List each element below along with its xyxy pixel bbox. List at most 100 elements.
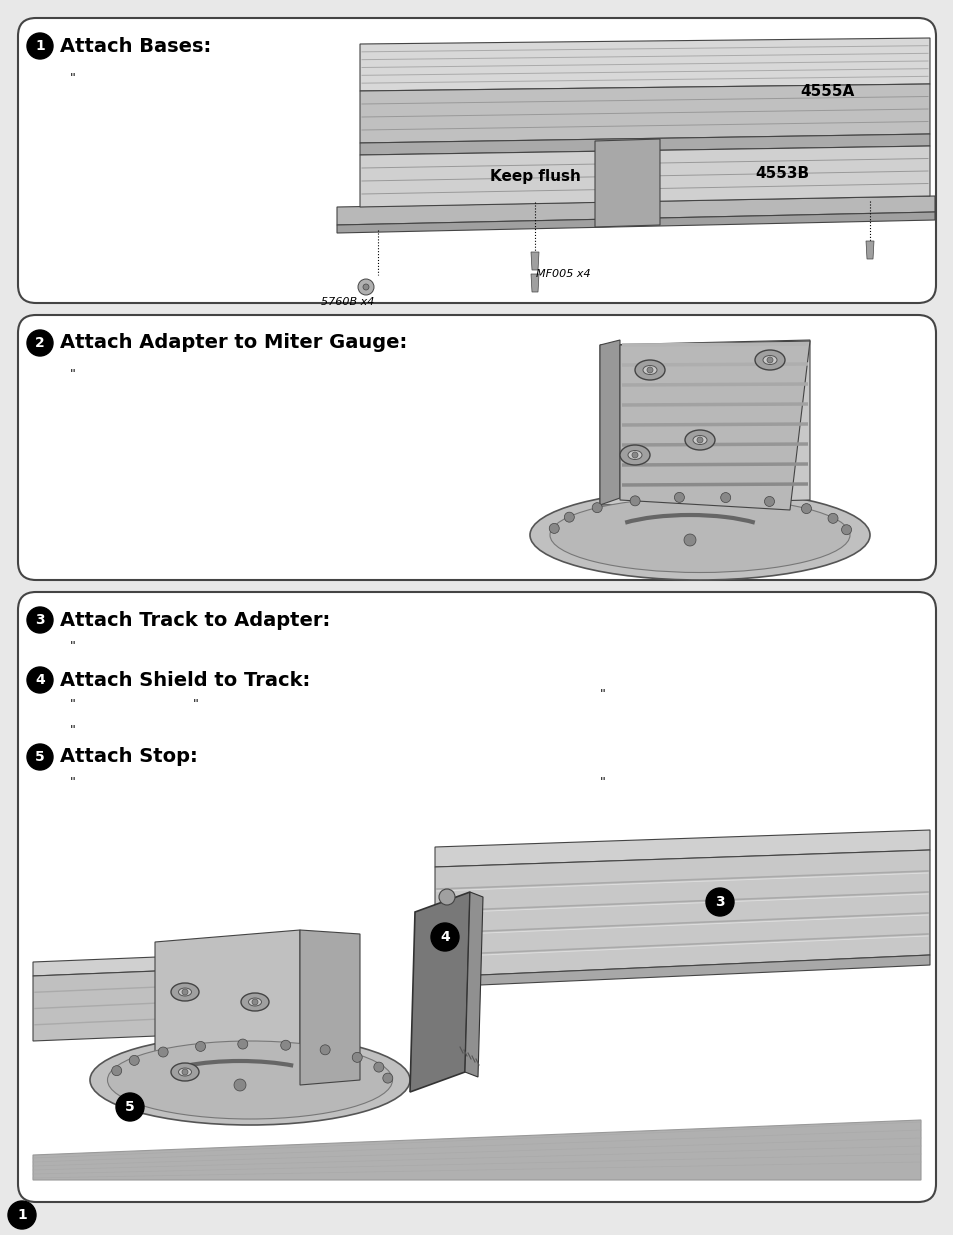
Ellipse shape [171,1063,199,1081]
Text: Keep flush: Keep flush [490,169,580,184]
Polygon shape [599,340,619,505]
Text: 5: 5 [35,750,45,764]
Text: ": " [193,699,198,711]
Text: ": " [70,72,76,84]
Ellipse shape [627,451,641,459]
Text: 5760B x4: 5760B x4 [321,296,375,308]
Text: ": " [70,699,76,711]
Polygon shape [435,830,929,867]
Polygon shape [359,38,929,91]
Text: Attach Track to Adapter:: Attach Track to Adapter: [60,610,330,630]
Ellipse shape [642,366,657,374]
Circle shape [233,1079,246,1091]
Polygon shape [865,241,873,259]
Text: 4553B: 4553B [754,167,808,182]
Ellipse shape [754,350,784,370]
Polygon shape [336,196,934,225]
Circle shape [129,1056,139,1066]
Circle shape [320,1045,330,1055]
FancyBboxPatch shape [18,592,935,1202]
Circle shape [801,504,811,514]
Text: Attach Adapter to Miter Gauge:: Attach Adapter to Miter Gauge: [60,333,407,352]
Polygon shape [599,340,809,505]
Circle shape [382,1073,393,1083]
Ellipse shape [692,436,706,445]
Polygon shape [435,955,929,987]
Text: ": " [599,688,605,701]
Ellipse shape [178,988,192,995]
Circle shape [112,1066,122,1076]
Polygon shape [531,274,538,291]
Circle shape [237,1039,248,1049]
Circle shape [363,284,369,290]
Ellipse shape [171,983,199,1002]
Text: 3: 3 [35,613,45,627]
Circle shape [374,1062,383,1072]
Text: ": " [599,776,605,788]
Text: Attach Stop:: Attach Stop: [60,747,197,767]
Circle shape [827,514,837,524]
Text: 4555A: 4555A [800,84,853,99]
Circle shape [8,1200,36,1229]
Text: Attach Shield to Track:: Attach Shield to Track: [60,671,310,689]
Text: 3: 3 [715,895,724,909]
Circle shape [674,493,683,503]
FancyBboxPatch shape [18,19,935,303]
Circle shape [27,606,53,634]
Circle shape [438,889,455,905]
Text: ": " [70,368,76,382]
Circle shape [27,667,53,693]
FancyBboxPatch shape [18,315,935,580]
Polygon shape [336,212,934,233]
Ellipse shape [108,1041,392,1119]
Text: ": " [70,641,76,653]
Circle shape [182,1070,188,1074]
Polygon shape [299,930,359,1086]
Circle shape [252,999,257,1005]
Ellipse shape [619,445,649,466]
Ellipse shape [762,356,776,364]
Polygon shape [595,140,659,227]
Circle shape [280,1040,291,1050]
Text: 4: 4 [35,673,45,687]
Polygon shape [464,892,482,1077]
Polygon shape [33,1120,920,1179]
Circle shape [27,330,53,356]
Ellipse shape [241,993,269,1011]
Circle shape [630,495,639,506]
Ellipse shape [248,998,261,1007]
Text: 1: 1 [17,1208,27,1221]
Text: ": " [70,776,76,788]
Polygon shape [410,892,470,1092]
Circle shape [720,493,730,503]
Circle shape [697,437,702,443]
Polygon shape [154,930,299,1086]
Circle shape [763,496,774,506]
Circle shape [27,743,53,769]
Circle shape [431,923,458,951]
Circle shape [357,279,374,295]
Text: ": " [70,724,76,736]
Circle shape [592,503,601,513]
Text: 1: 1 [35,40,45,53]
Ellipse shape [635,359,664,380]
Circle shape [564,513,574,522]
Circle shape [646,367,652,373]
Circle shape [841,525,851,535]
Text: Attach Bases:: Attach Bases: [60,37,211,56]
Circle shape [182,989,188,995]
Ellipse shape [530,490,869,580]
Circle shape [158,1047,168,1057]
Circle shape [116,1093,144,1121]
Circle shape [631,452,638,458]
Circle shape [705,888,733,916]
Text: 4: 4 [439,930,450,944]
Circle shape [683,534,696,546]
Circle shape [27,33,53,59]
Ellipse shape [178,1068,192,1076]
Polygon shape [359,146,929,207]
Circle shape [352,1052,362,1062]
Text: MF005 x4: MF005 x4 [536,269,590,279]
Text: 5: 5 [125,1100,134,1114]
Ellipse shape [684,430,714,450]
